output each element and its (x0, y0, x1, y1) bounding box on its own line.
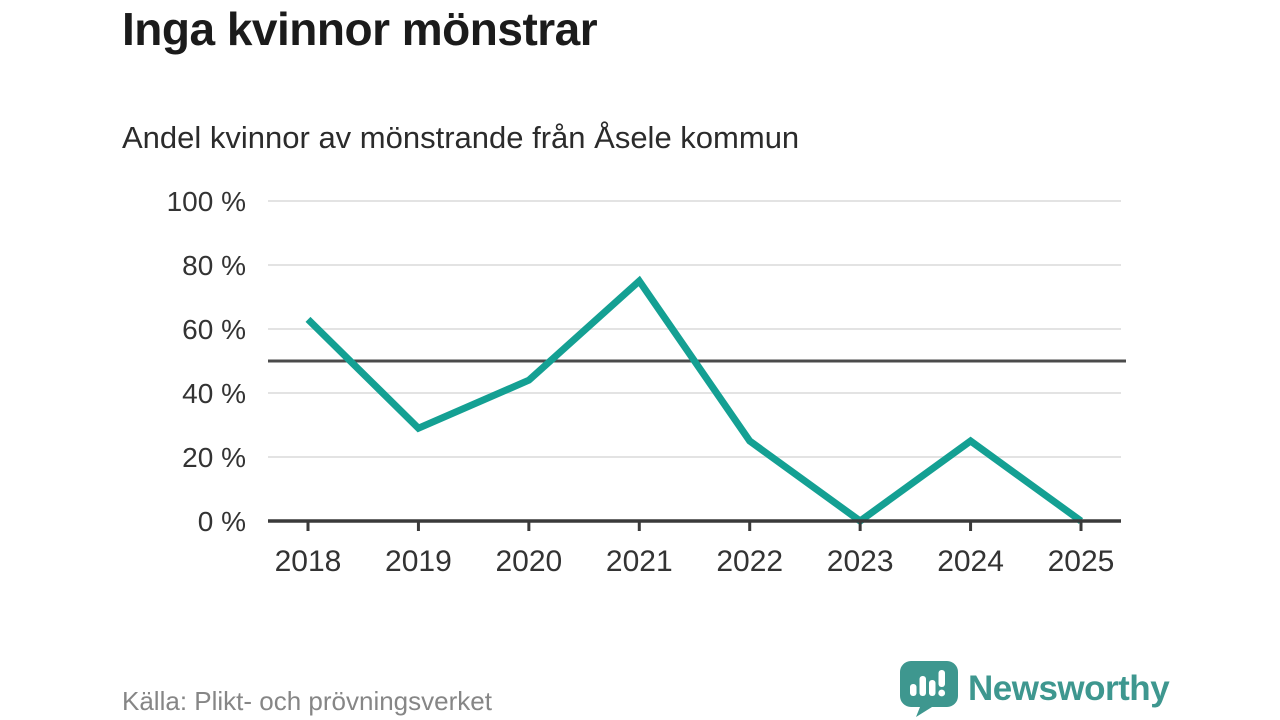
source-text: Källa: Plikt- och prövningsverket (122, 686, 492, 716)
x-tick-label: 2022 (716, 545, 783, 578)
newsworthy-logo-icon (900, 661, 958, 717)
chart-subtitle: Andel kvinnor av mönstrande från Åsele k… (122, 120, 800, 155)
x-tick-label: 2020 (495, 545, 562, 578)
x-tick-label: 2018 (275, 545, 342, 578)
x-tick-label: 2019 (385, 545, 452, 578)
x-tick-label: 2024 (937, 545, 1004, 578)
newsworthy-brand: Newsworthy (900, 661, 1170, 717)
y-tick-label: 80 % (182, 250, 246, 281)
data-line (305, 275, 1084, 526)
x-tick-label: 2021 (606, 545, 673, 578)
y-tick-label: 40 % (182, 378, 246, 409)
y-tick-label: 60 % (182, 314, 246, 345)
chart-title: Inga kvinnor mönstrar (122, 3, 598, 55)
y-tick-label: 100 % (167, 186, 246, 217)
x-tick-label: 2025 (1048, 545, 1115, 578)
x-tick-label: 2023 (827, 545, 894, 578)
brand-name: Newsworthy (968, 669, 1170, 708)
y-tick-label: 20 % (182, 442, 246, 473)
y-tick-label: 0 % (198, 506, 246, 537)
